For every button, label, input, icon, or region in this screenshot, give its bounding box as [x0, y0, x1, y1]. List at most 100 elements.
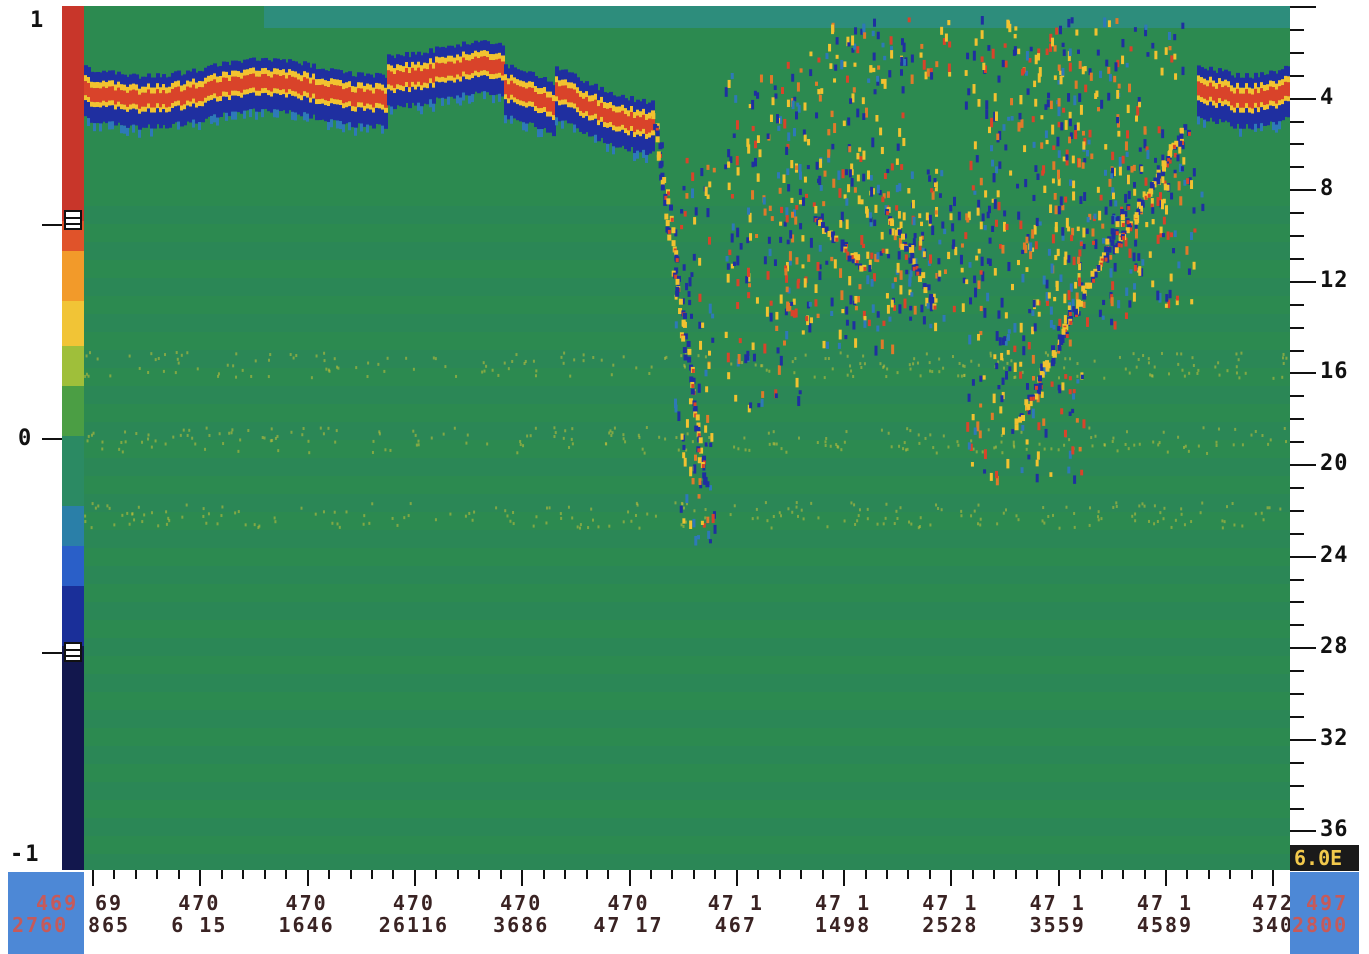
- trace-echo: [840, 239, 845, 246]
- plume-echo: [979, 270, 983, 275]
- echo-weak: [552, 85, 556, 96]
- plume-echo: [898, 238, 902, 248]
- depth-tick: [1290, 212, 1304, 215]
- echo-weak: [327, 106, 331, 123]
- noise-dot: [563, 351, 566, 355]
- plume-echo: [1081, 130, 1085, 136]
- plume-echo: [818, 264, 822, 270]
- noise-dot: [925, 352, 928, 356]
- upper-threshold-handle[interactable]: [64, 210, 82, 230]
- echo-strong: [132, 89, 136, 104]
- lower-threshold-handle[interactable]: [64, 642, 82, 662]
- echo-strong: [609, 107, 613, 122]
- noise-dot: [168, 519, 171, 523]
- noise-dot: [194, 442, 197, 446]
- noise-dot: [1241, 524, 1244, 528]
- plume-echo: [857, 195, 861, 205]
- echo-strong: [1266, 90, 1270, 105]
- plume-echo: [1069, 179, 1073, 186]
- plume-echo: [796, 82, 800, 92]
- trace-echo: [675, 258, 679, 263]
- noise-dot: [1103, 376, 1106, 380]
- echo-medium: [606, 102, 610, 109]
- echo-faint: [87, 118, 90, 127]
- trace-echo: [1037, 384, 1042, 391]
- echo-medium: [318, 99, 322, 105]
- plume-echo: [977, 333, 981, 341]
- noise-dot: [775, 442, 778, 446]
- echo-strong: [489, 60, 493, 75]
- echo-medium: [216, 96, 220, 102]
- trace-echo: [655, 136, 660, 143]
- echo-weak: [114, 74, 118, 85]
- echo-weak: [108, 105, 112, 122]
- echo-weak: [129, 74, 133, 85]
- echo-weak: [1218, 68, 1222, 79]
- echo-medium: [414, 64, 418, 71]
- plume-echo: [1157, 126, 1161, 134]
- plume-echo: [1078, 93, 1082, 102]
- echo-strong: [198, 86, 202, 101]
- right-corner-panel: 497 2800: [1290, 872, 1359, 954]
- noise-dot: [336, 522, 339, 526]
- echo-weak: [156, 73, 160, 84]
- plume-echo: [786, 239, 790, 245]
- plume-echo: [881, 78, 885, 84]
- trace-echo: [831, 231, 836, 238]
- echo-weak: [396, 54, 400, 65]
- noise-dot: [172, 435, 175, 439]
- ping-label: 47 1 3559: [1013, 892, 1103, 936]
- plume-echo: [1090, 153, 1094, 160]
- noise-dot: [704, 516, 707, 520]
- echo-medium: [297, 93, 301, 99]
- noise-dot: [1039, 368, 1042, 372]
- plume-echo: [954, 246, 958, 256]
- plume-echo: [786, 99, 790, 108]
- trace-echo: [1034, 385, 1038, 390]
- echo-medium: [609, 101, 613, 108]
- plume-echo: [869, 65, 873, 73]
- echo-weak: [234, 95, 238, 112]
- echo-strong: [1260, 88, 1264, 103]
- plume-echo: [1042, 418, 1046, 426]
- echo-weak: [339, 70, 343, 81]
- trace-echo: [667, 234, 672, 241]
- noise-dot: [131, 512, 134, 516]
- echo-weak: [1263, 74, 1267, 85]
- plume-echo: [957, 211, 961, 221]
- plume-echo: [809, 69, 813, 77]
- plume-echo: [903, 298, 907, 309]
- echo-medium: [393, 88, 397, 94]
- trace-echo: [670, 217, 674, 222]
- echo-medium: [243, 89, 247, 95]
- plume-echo: [1054, 254, 1058, 261]
- echo-medium: [549, 111, 553, 117]
- echo-weak: [600, 86, 604, 97]
- ping-tick: [886, 870, 889, 879]
- plume-echo: [853, 62, 857, 67]
- noise-dot: [244, 523, 247, 527]
- echo-strong: [582, 98, 586, 113]
- echo-weak: [1278, 105, 1282, 122]
- echo-weak: [405, 87, 409, 104]
- echo-strong: [1209, 82, 1213, 97]
- noise-dot: [778, 511, 781, 515]
- echo-medium: [231, 70, 235, 77]
- ping-tick: [907, 870, 910, 879]
- noise-dot: [1168, 372, 1171, 376]
- plume-echo: [902, 42, 906, 53]
- echogram-plot[interactable]: [84, 6, 1290, 870]
- echo-medium: [153, 107, 157, 113]
- noise-dot: [1042, 506, 1045, 510]
- plume-echo: [1003, 43, 1007, 48]
- plume-echo: [803, 134, 807, 142]
- echo-medium: [474, 50, 478, 57]
- plume-echo: [795, 205, 799, 210]
- echo-medium: [207, 95, 211, 101]
- echo-medium: [531, 101, 535, 107]
- noise-dot: [733, 504, 736, 508]
- echo-strong: [549, 97, 553, 112]
- echo-medium: [606, 122, 610, 128]
- plume-echo: [861, 97, 865, 105]
